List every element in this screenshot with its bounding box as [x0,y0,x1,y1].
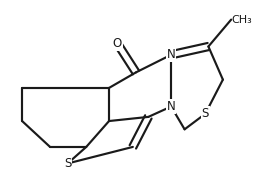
Text: S: S [201,107,209,120]
Text: N: N [167,48,176,61]
Text: CH₃: CH₃ [231,15,252,25]
Text: S: S [64,157,71,170]
Text: N: N [167,100,176,113]
Text: O: O [113,37,122,50]
